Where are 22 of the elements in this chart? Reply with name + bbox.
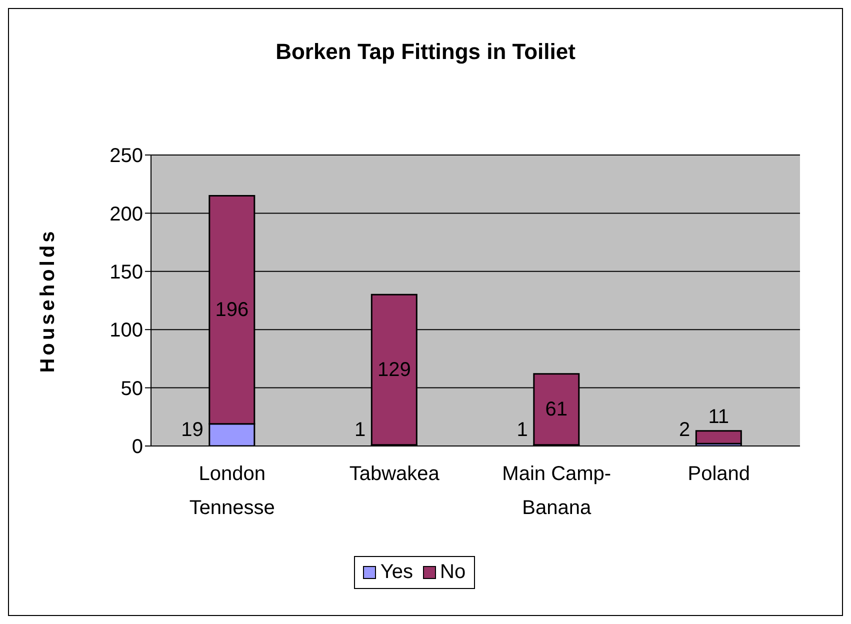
- x-tick-label: Main Camp-Banana: [502, 463, 612, 519]
- data-label: 2: [679, 419, 690, 441]
- data-label: 196: [215, 298, 249, 321]
- y-tick-label: 200: [110, 203, 143, 226]
- y-tick-label: 150: [110, 262, 143, 284]
- y-tick-label: 0: [132, 436, 143, 458]
- x-tick-label: Tabwakea: [349, 463, 440, 485]
- y-tick-label: 100: [110, 320, 143, 342]
- data-label: 129: [377, 358, 411, 381]
- data-label: 1: [354, 419, 366, 441]
- data-label: 11: [708, 406, 730, 428]
- data-label: 19: [181, 419, 204, 441]
- y-tick-label: 250: [110, 145, 143, 168]
- legend-label: No: [439, 561, 466, 584]
- y-axis-title: Households: [37, 228, 60, 373]
- x-tick-label: Poland: [688, 463, 750, 485]
- data-label: 1: [516, 419, 528, 441]
- legend-label: Yes: [379, 561, 414, 584]
- y-tick-label: 50: [120, 378, 143, 400]
- chart-title: Borken Tap Fittings in Toiliet: [274, 39, 576, 65]
- data-label: 61: [545, 398, 568, 420]
- x-tick-label: London Tennesse: [189, 463, 275, 519]
